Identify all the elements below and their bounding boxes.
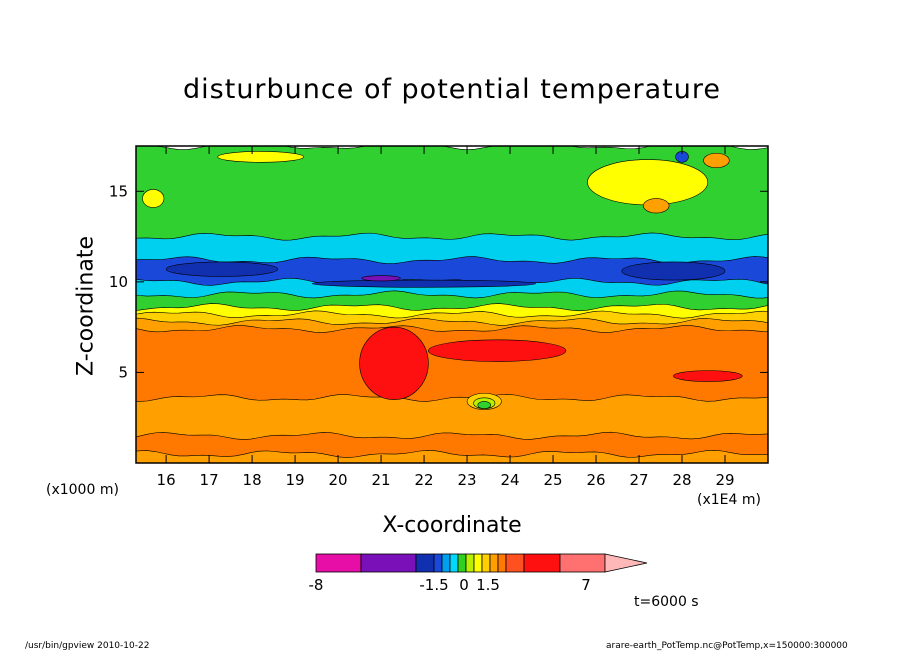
colorbar-arrow — [604, 553, 648, 573]
colorbar-swatch — [505, 553, 525, 573]
colorbar: -8 -1.5 0 1.5 7 — [309, 553, 648, 594]
contour-feature-cold-left — [165, 261, 279, 277]
chart-title: disturbunce of potential temperature — [183, 74, 721, 105]
contour-feature-upper-warm — [643, 198, 670, 214]
x-tick-label: 18 — [243, 471, 262, 489]
colorbar-swatch — [441, 553, 451, 573]
colorbar-swatch — [481, 553, 491, 573]
y-axis-label: Z-coordinate — [73, 236, 99, 376]
contour-feature-warm-right — [673, 370, 743, 382]
x-tick-label: 16 — [157, 471, 176, 489]
x-axis-label: X-coordinate — [382, 513, 522, 538]
x-tick-label: 28 — [672, 471, 691, 489]
colorbar-swatch — [559, 553, 606, 573]
colorbar-swatch — [497, 553, 507, 573]
contour-band — [136, 449, 768, 463]
time-label: t=6000 s — [634, 594, 699, 610]
colorbar-swatch — [433, 553, 443, 573]
x-tick-label: 19 — [286, 471, 305, 489]
contour-feature-cold-core — [361, 275, 401, 282]
x-tick-label: 17 — [200, 471, 219, 489]
colorbar-swatch — [473, 553, 483, 573]
contour-feature-upper-warm — [587, 159, 709, 206]
x-unit-left: (x1000 m) — [46, 482, 119, 498]
x-unit-right: (x1E4 m) — [697, 492, 761, 508]
contour-fill — [136, 146, 768, 463]
contour-feature-warm-tongue — [428, 339, 567, 362]
contour-feature-upper-warm — [703, 152, 730, 169]
x-tick-label: 29 — [715, 471, 734, 489]
y-tick-label: 10 — [109, 273, 128, 291]
x-tick-label: 23 — [458, 471, 477, 489]
contour-feature-bubble — [477, 401, 491, 409]
x-tick-label: 22 — [415, 471, 434, 489]
contour-feature-cold-right — [621, 261, 726, 281]
contour-feature-upper-left — [142, 189, 165, 208]
footer-right: arare-earth_PotTemp.nc@PotTemp,x=150000:… — [606, 641, 848, 651]
colorbar-swatch — [457, 553, 467, 573]
colorbar-label: -1.5 — [419, 576, 448, 594]
x-tick-label: 20 — [329, 471, 348, 489]
footer-left: /usr/bin/gpview 2010-10-22 — [25, 641, 150, 651]
contour-feature-warm-core — [359, 326, 429, 400]
plot-frame — [135, 145, 769, 464]
colorbar-label: -8 — [309, 576, 324, 594]
x-tick-label: 26 — [586, 471, 605, 489]
y-tick-label: 5 — [118, 363, 128, 381]
colorbar-swatch — [465, 553, 475, 573]
colorbar-swatch — [449, 553, 459, 573]
colorbar-swatch — [315, 553, 362, 573]
colorbar-swatch — [360, 553, 417, 573]
axis-ticks: 16 17 18 19 20 21 22 23 24 25 26 27 28 29 5 10 15 — [109, 146, 768, 489]
contour-feature-cold-core — [311, 279, 537, 288]
colorbar-swatch — [415, 553, 435, 573]
colorbar-label: 1.5 — [476, 576, 500, 594]
y-tick-label: 15 — [109, 182, 128, 200]
colorbar-label: 0 — [459, 576, 469, 594]
x-tick-label: 25 — [543, 471, 562, 489]
colorbar-swatch — [523, 553, 561, 573]
colorbar-swatch — [489, 553, 499, 573]
colorbar-label: 7 — [581, 576, 591, 594]
x-tick-label: 21 — [372, 471, 391, 489]
x-tick-label: 27 — [629, 471, 648, 489]
contour-feature-upper-left — [217, 151, 304, 163]
x-tick-label: 24 — [500, 471, 519, 489]
